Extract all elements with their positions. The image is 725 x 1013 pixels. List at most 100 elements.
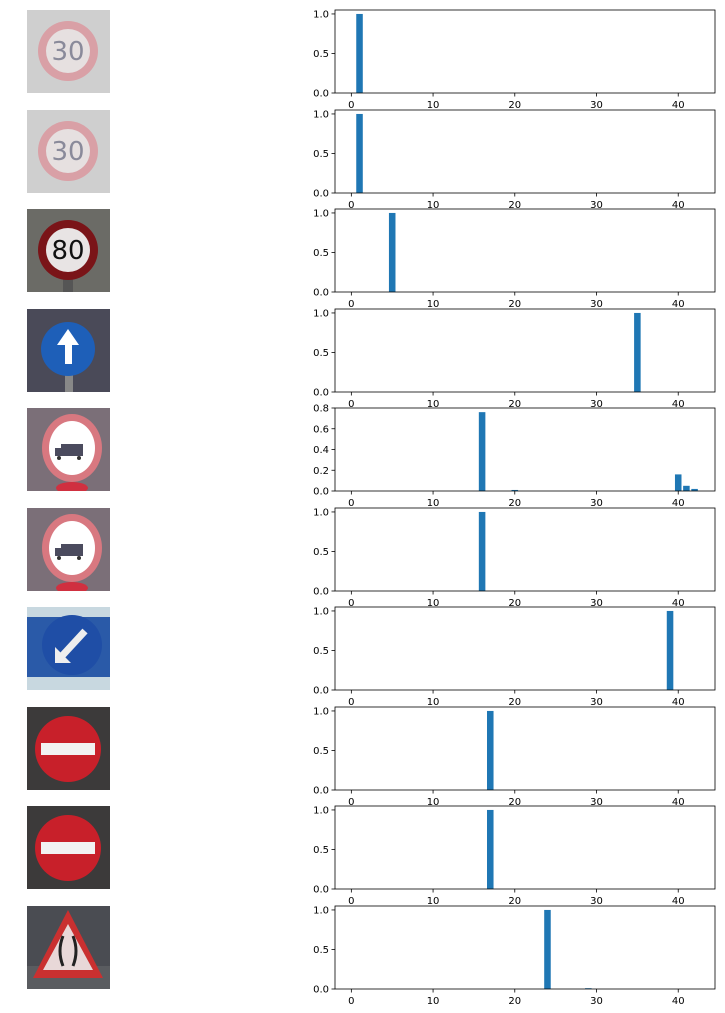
y-tick-label: 0.5 (313, 945, 329, 956)
plot-frame (334, 805, 716, 890)
y-tick-label: 0.0 (313, 487, 329, 498)
x-tick-label: 0 (348, 598, 354, 609)
y-tick-label: 0.0 (313, 388, 329, 399)
x-tick-label: 20 (508, 896, 521, 907)
bar (487, 710, 494, 790)
sign-image: 80 (27, 209, 110, 292)
bar (478, 511, 486, 591)
chart-6: 0.0 0.5 1.0 0 10 20 30 40 (313, 507, 716, 609)
bar (691, 488, 698, 491)
bar (544, 909, 551, 989)
speed-limit-80-sign-icon: 80 (27, 209, 110, 292)
chart-3: 0.0 0.5 1.0 0 10 20 30 40 (313, 208, 716, 310)
x-tick-label: 20 (508, 100, 521, 111)
no-entry-sign-icon (27, 806, 110, 889)
plot-frame (334, 905, 716, 990)
chart-4: 0.0 0.5 1.0 0 10 20 30 40 (313, 308, 716, 410)
y-tick-label: 0.5 (313, 248, 329, 259)
x-tick-label: 20 (508, 200, 521, 211)
y-tick-label: 0.2 (313, 466, 329, 477)
y-tick-label: 0.5 (313, 845, 329, 856)
bar (666, 610, 674, 690)
x-tick-label: 10 (427, 200, 440, 211)
svg-text:30: 30 (51, 37, 84, 67)
plot-frame (334, 606, 716, 691)
y-tick-label: 1.0 (313, 507, 329, 518)
no-trucks-sign-icon (27, 508, 110, 591)
no-trucks-sign-icon (27, 408, 110, 491)
sign-image: 30 (27, 110, 110, 193)
y-tick-label: 1.0 (313, 109, 329, 120)
plot-frame (334, 9, 716, 94)
bar (634, 312, 641, 392)
x-tick-label: 40 (672, 896, 685, 907)
keep-left-sign-icon (27, 607, 110, 690)
x-tick-label: 20 (508, 598, 521, 609)
y-tick-label: 0.5 (313, 49, 329, 60)
x-tick-label: 40 (672, 697, 685, 708)
no-entry-sign-icon (27, 707, 110, 790)
plot-frame (334, 507, 716, 592)
x-tick-label: 20 (508, 797, 521, 808)
x-tick-label: 10 (427, 299, 440, 310)
svg-text:80: 80 (51, 236, 84, 266)
x-tick-label: 40 (672, 598, 685, 609)
y-tick-label: 1.0 (313, 905, 329, 916)
sign-image (27, 906, 110, 989)
chart-5: 0.0 0.2 0.4 0.6 0.8 0 10 20 30 40 (313, 404, 716, 509)
y-tick-label: 1.0 (313, 706, 329, 717)
x-tick-label: 10 (427, 399, 440, 410)
x-tick-label: 40 (672, 498, 685, 509)
x-tick-label: 0 (348, 399, 354, 410)
plot-frame (334, 109, 716, 194)
svg-text:30: 30 (51, 137, 84, 167)
sign-image (27, 707, 110, 790)
chart-9: 0.0 0.5 1.0 0 10 20 30 40 (313, 805, 716, 907)
y-tick-label: 0.0 (313, 885, 329, 896)
y-tick-label: 0.0 (313, 89, 329, 100)
y-tick-label: 0.0 (313, 587, 329, 598)
x-tick-label: 0 (348, 896, 354, 907)
x-tick-label: 40 (672, 100, 685, 111)
x-tick-label: 10 (427, 598, 440, 609)
chart-10: 0.0 0.5 1.0 0 10 20 30 40 (313, 905, 716, 1007)
x-tick-label: 20 (508, 399, 521, 410)
plot-frame (334, 208, 716, 293)
bar (356, 113, 363, 193)
y-tick-label: 0.5 (313, 348, 329, 359)
chart-1: 0.0 0.5 1.0 0 10 20 30 40 (313, 9, 716, 111)
speed-limit-30-sign-icon: 30 (27, 10, 110, 93)
bar (388, 212, 396, 292)
x-tick-label: 0 (348, 697, 354, 708)
x-tick-label: 10 (427, 797, 440, 808)
y-tick-label: 0.0 (313, 786, 329, 797)
x-tick-label: 10 (427, 697, 440, 708)
x-tick-label: 30 (590, 498, 603, 509)
x-tick-label: 30 (590, 200, 603, 211)
y-tick-label: 1.0 (313, 606, 329, 617)
y-tick-label: 1.0 (313, 9, 329, 20)
ahead-only-sign-icon (27, 309, 110, 392)
sign-image (27, 508, 110, 591)
x-tick-label: 20 (508, 996, 521, 1007)
chart-8: 0.0 0.5 1.0 0 10 20 30 40 (313, 706, 716, 808)
bar (478, 412, 486, 491)
y-tick-label: 0.0 (313, 985, 329, 996)
y-tick-label: 0.5 (313, 149, 329, 160)
x-tick-label: 40 (672, 399, 685, 410)
x-tick-label: 0 (348, 797, 354, 808)
x-tick-label: 0 (348, 100, 354, 111)
chart-7: 0.0 0.5 1.0 0 10 20 30 40 (313, 606, 716, 708)
x-tick-label: 30 (590, 598, 603, 609)
bar (683, 485, 690, 491)
x-tick-label: 20 (508, 299, 521, 310)
road-narrows-sign-icon (27, 906, 110, 989)
speed-limit-30-sign-icon: 30 (27, 110, 110, 193)
x-tick-label: 0 (348, 200, 354, 211)
sign-image (27, 607, 110, 690)
y-tick-label: 0.4 (313, 445, 329, 456)
plot-frame (334, 706, 716, 791)
x-tick-label: 40 (672, 299, 685, 310)
bar (674, 474, 682, 491)
x-tick-label: 10 (427, 498, 440, 509)
